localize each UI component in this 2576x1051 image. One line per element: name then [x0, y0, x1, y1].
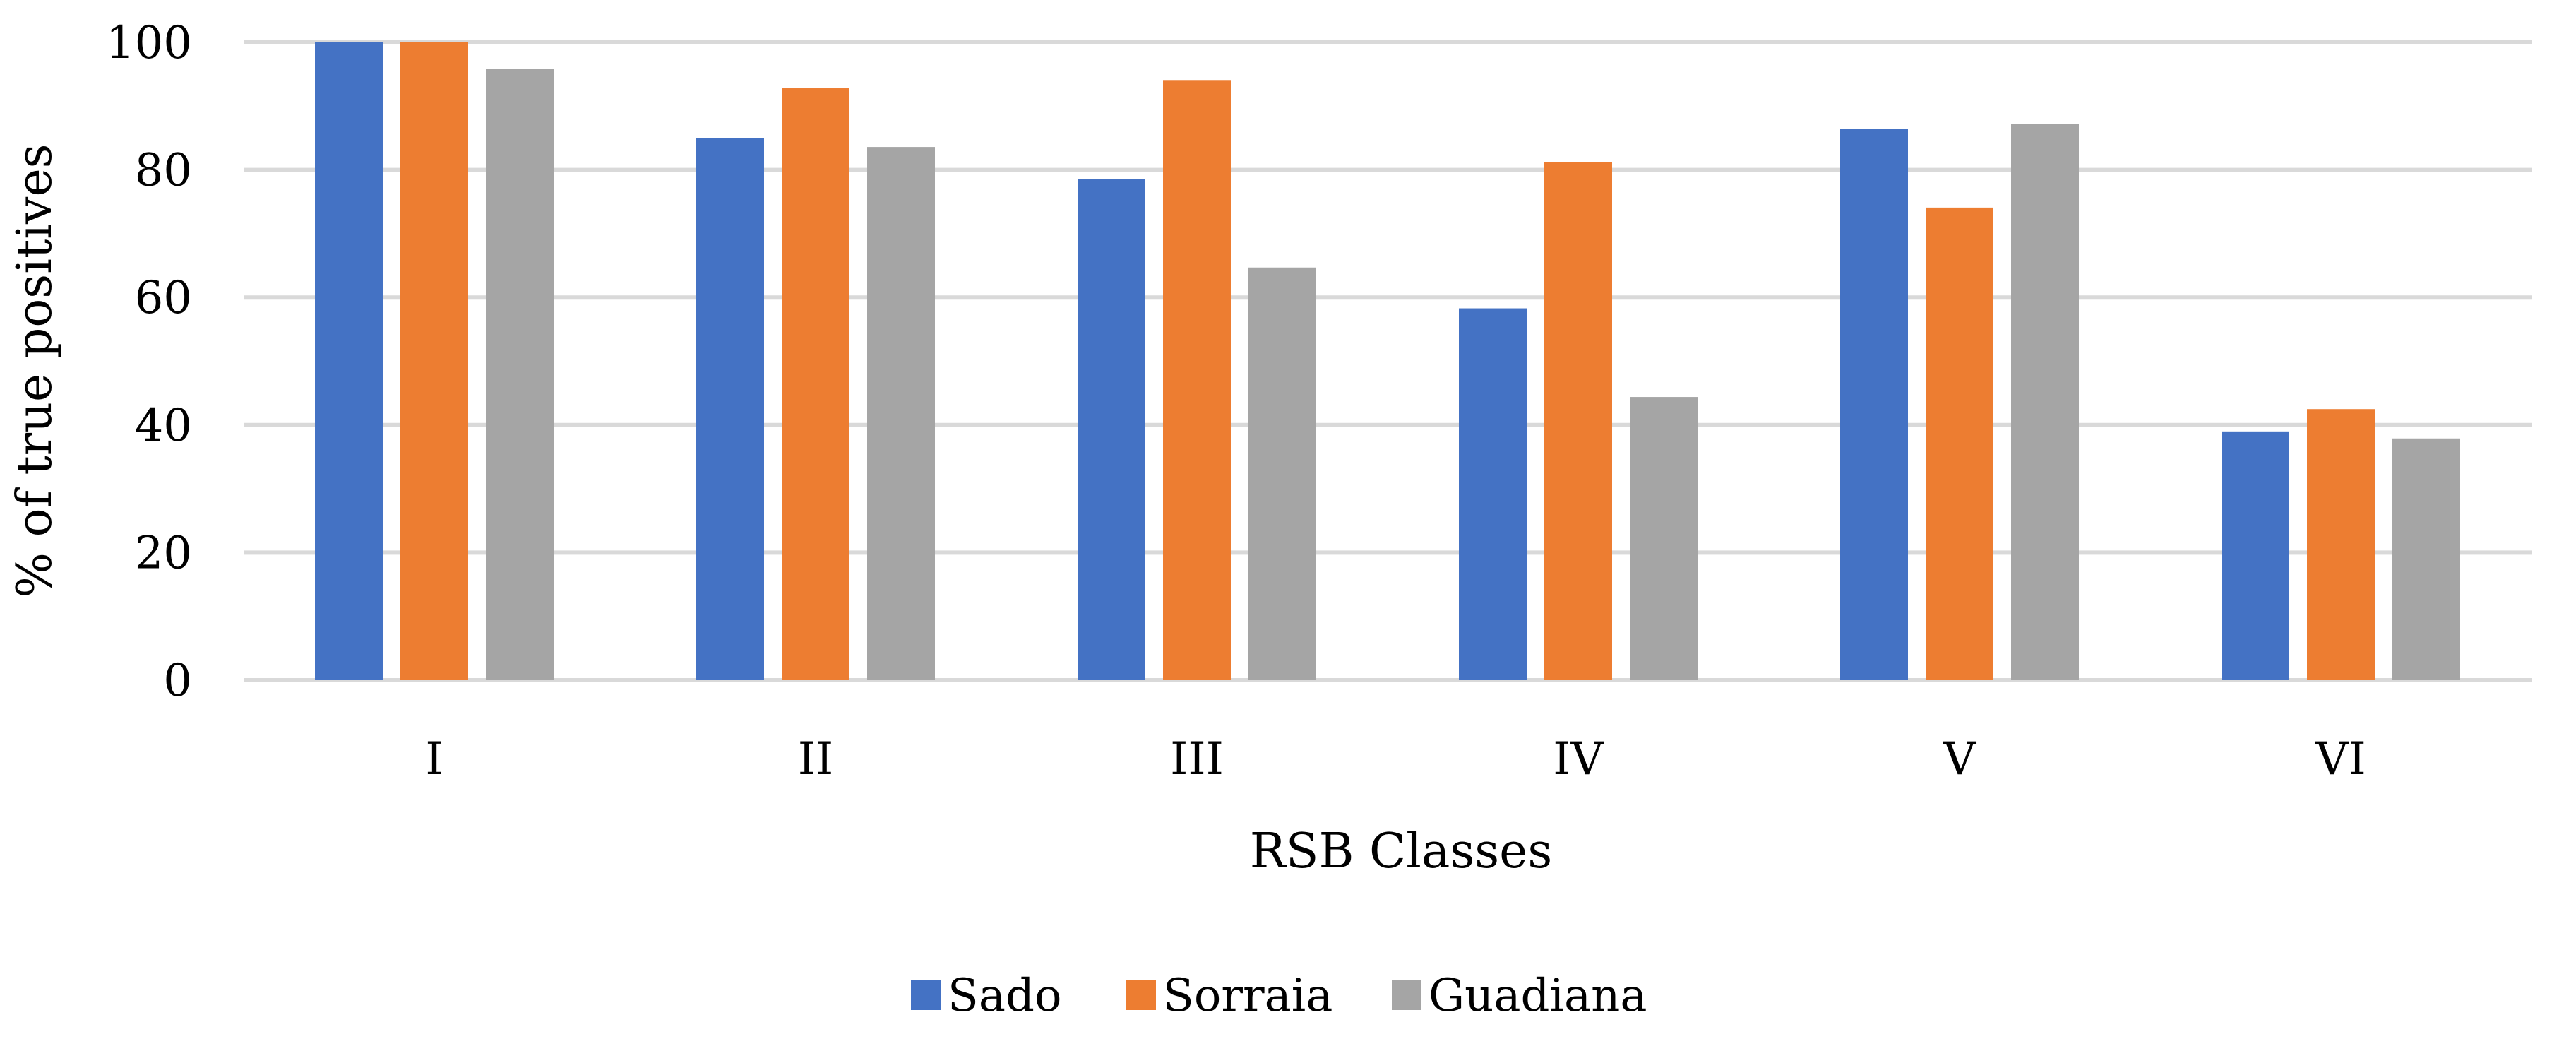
- legend: Sado Sorraia Guadiana: [911, 970, 1647, 1022]
- y-tick-label: 60: [135, 272, 192, 324]
- legend-swatch-sado: [911, 980, 941, 1010]
- legend-label-sorraia: Sorraia: [1163, 970, 1332, 1022]
- gridlines: [244, 40, 2532, 682]
- y-tick-labels: 0 20 40 60 80 100: [106, 17, 192, 707]
- x-tick-label: VI: [2315, 733, 2366, 785]
- y-tick-label: 0: [163, 655, 192, 707]
- legend-label-sado: Sado: [948, 970, 1062, 1022]
- legend-swatch-guadiana: [1392, 980, 1421, 1010]
- bars: [315, 42, 2460, 681]
- x-tick-label: V: [1943, 733, 1977, 785]
- bar-sorraia-iv: [1544, 162, 1612, 681]
- bar-guadiana-iv: [1630, 397, 1698, 680]
- x-tick-label: I: [425, 733, 443, 785]
- bar-guadiana-vi: [2392, 438, 2460, 680]
- x-tick-label: IV: [1553, 733, 1604, 785]
- bar-sado-ii: [696, 138, 764, 680]
- bar-sorraia-i: [400, 42, 468, 680]
- bar-sorraia-v: [1926, 207, 1993, 680]
- legend-swatch-sorraia: [1126, 980, 1156, 1010]
- bar-guadiana-v: [2011, 124, 2079, 681]
- x-axis-title: RSB Classes: [1250, 824, 1553, 879]
- bar-guadiana-i: [486, 69, 554, 680]
- x-tick-label: III: [1170, 733, 1224, 785]
- x-tick-labels: I II III IV V VI: [425, 733, 2366, 785]
- legend-label-guadiana: Guadiana: [1429, 970, 1647, 1022]
- bar-sorraia-iii: [1163, 80, 1231, 681]
- y-tick-label: 40: [135, 400, 192, 452]
- bar-sado-vi: [2222, 431, 2289, 680]
- y-axis-title: % of true positives: [7, 143, 63, 598]
- y-tick-label: 80: [135, 145, 192, 197]
- bar-guadiana-iii: [1248, 267, 1316, 680]
- bar-sado-iii: [1078, 179, 1145, 680]
- y-tick-label: 100: [106, 17, 192, 69]
- bar-sado-v: [1840, 129, 1908, 681]
- x-tick-label: II: [798, 733, 834, 785]
- bar-sado-i: [315, 42, 383, 680]
- bar-guadiana-ii: [867, 147, 935, 681]
- bar-sorraia-ii: [782, 88, 849, 681]
- y-tick-label: 20: [135, 527, 192, 579]
- bar-sado-iv: [1459, 308, 1527, 680]
- bar-sorraia-vi: [2307, 409, 2375, 680]
